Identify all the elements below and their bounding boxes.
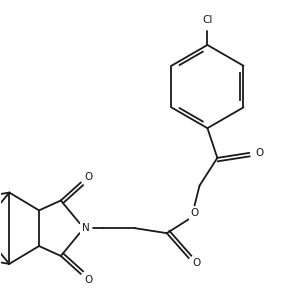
Text: O: O — [256, 148, 264, 158]
Text: O: O — [193, 258, 201, 268]
Text: O: O — [84, 172, 93, 182]
Text: O: O — [84, 275, 93, 285]
Text: N: N — [82, 223, 89, 233]
Text: Cl: Cl — [202, 15, 213, 25]
Text: O: O — [190, 208, 199, 218]
